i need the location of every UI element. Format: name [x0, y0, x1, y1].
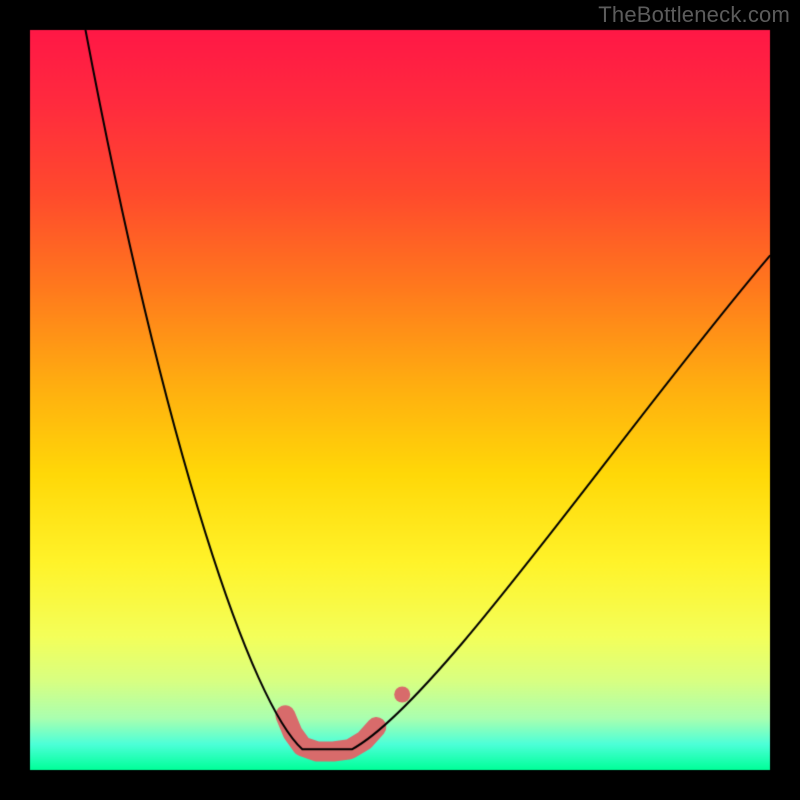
- bottleneck-curve: [0, 0, 800, 800]
- chart-stage: TheBottleneck.com: [0, 0, 800, 800]
- watermark-text: TheBottleneck.com: [598, 2, 790, 28]
